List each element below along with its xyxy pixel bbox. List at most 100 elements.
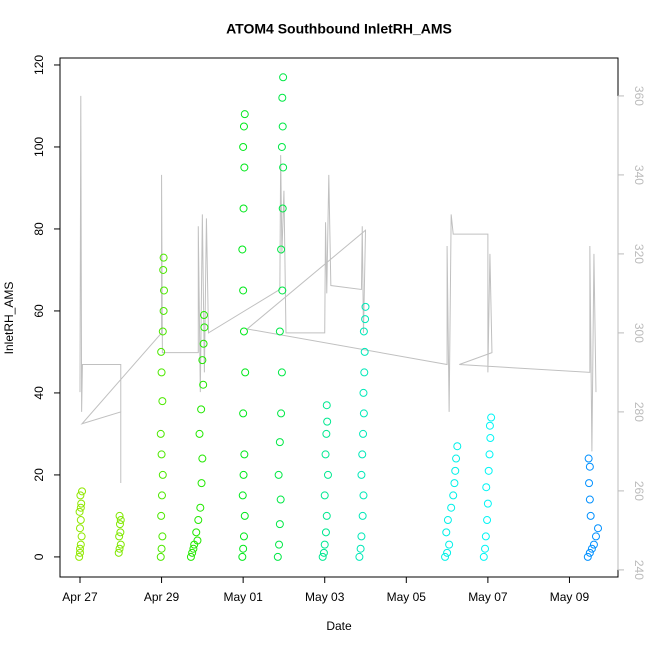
point bbox=[321, 528, 330, 537]
point bbox=[157, 511, 166, 520]
y-tick-label: 120 bbox=[32, 55, 46, 75]
point bbox=[360, 347, 369, 356]
point bbox=[322, 429, 331, 438]
point bbox=[239, 544, 248, 553]
x-tick-label: May 01 bbox=[223, 590, 263, 604]
point bbox=[77, 499, 86, 508]
point bbox=[76, 516, 85, 525]
series-line bbox=[79, 95, 597, 483]
point bbox=[485, 450, 494, 459]
point bbox=[359, 388, 368, 397]
point bbox=[277, 142, 286, 151]
point bbox=[585, 548, 594, 557]
point bbox=[318, 552, 327, 561]
y2-tick-label: 260 bbox=[632, 481, 646, 501]
point bbox=[116, 528, 125, 537]
point bbox=[198, 454, 207, 463]
point bbox=[160, 286, 169, 295]
point bbox=[239, 122, 248, 131]
point bbox=[357, 470, 366, 479]
point bbox=[589, 540, 598, 549]
point bbox=[159, 253, 168, 262]
point bbox=[481, 544, 490, 553]
point bbox=[159, 306, 168, 315]
point bbox=[443, 516, 452, 525]
point bbox=[115, 532, 124, 541]
point bbox=[76, 503, 85, 512]
point bbox=[278, 286, 287, 295]
y-tick-label: 20 bbox=[32, 468, 46, 482]
point bbox=[453, 442, 462, 451]
point bbox=[279, 73, 288, 82]
point bbox=[587, 544, 596, 553]
point bbox=[76, 540, 85, 549]
point bbox=[75, 544, 84, 553]
point bbox=[483, 499, 492, 508]
point bbox=[449, 491, 458, 500]
point bbox=[447, 503, 456, 512]
y2-tick-label: 340 bbox=[632, 165, 646, 185]
point bbox=[75, 548, 84, 557]
point bbox=[238, 491, 247, 500]
point bbox=[359, 409, 368, 418]
point bbox=[240, 110, 249, 119]
point bbox=[487, 413, 496, 422]
x-tick-label: May 07 bbox=[468, 590, 508, 604]
point bbox=[197, 405, 206, 414]
point bbox=[357, 532, 366, 541]
x-tick-label: May 09 bbox=[550, 590, 590, 604]
point bbox=[156, 552, 165, 561]
point bbox=[479, 552, 488, 561]
point bbox=[585, 479, 594, 488]
point bbox=[452, 454, 461, 463]
point bbox=[76, 491, 85, 500]
point bbox=[359, 327, 368, 336]
point bbox=[159, 265, 168, 274]
point bbox=[320, 540, 329, 549]
y2-tick-label: 360 bbox=[632, 86, 646, 106]
point bbox=[158, 397, 167, 406]
point bbox=[115, 511, 124, 520]
point bbox=[451, 466, 460, 475]
point bbox=[450, 479, 459, 488]
point bbox=[442, 528, 451, 537]
point bbox=[275, 438, 284, 447]
point bbox=[274, 470, 283, 479]
point bbox=[239, 204, 248, 213]
point bbox=[321, 450, 330, 459]
y-tick-label: 40 bbox=[32, 386, 46, 400]
point bbox=[199, 339, 208, 348]
point bbox=[322, 511, 331, 520]
point bbox=[358, 511, 367, 520]
point bbox=[359, 429, 368, 438]
y-tick-label: 0 bbox=[32, 553, 46, 560]
point bbox=[361, 302, 370, 311]
point bbox=[319, 548, 328, 557]
point bbox=[157, 450, 166, 459]
point bbox=[77, 532, 86, 541]
point bbox=[275, 540, 284, 549]
point bbox=[359, 491, 368, 500]
point bbox=[277, 245, 286, 254]
point bbox=[239, 327, 248, 336]
point bbox=[189, 544, 198, 553]
point bbox=[278, 204, 287, 213]
y-axis-label: InletRH_AMS bbox=[2, 282, 16, 355]
point bbox=[278, 122, 287, 131]
y2-tick-label: 240 bbox=[632, 560, 646, 580]
point bbox=[239, 470, 248, 479]
point bbox=[356, 544, 365, 553]
point bbox=[586, 511, 595, 520]
point bbox=[158, 470, 167, 479]
point bbox=[238, 245, 247, 254]
point bbox=[594, 524, 603, 533]
point bbox=[239, 142, 248, 151]
point bbox=[239, 532, 248, 541]
point bbox=[158, 327, 167, 336]
x-tick-label: Apr 27 bbox=[62, 590, 98, 604]
point bbox=[358, 450, 367, 459]
point bbox=[443, 548, 452, 557]
x-tick-label: May 05 bbox=[387, 590, 427, 604]
point bbox=[584, 454, 593, 463]
point bbox=[273, 552, 282, 561]
